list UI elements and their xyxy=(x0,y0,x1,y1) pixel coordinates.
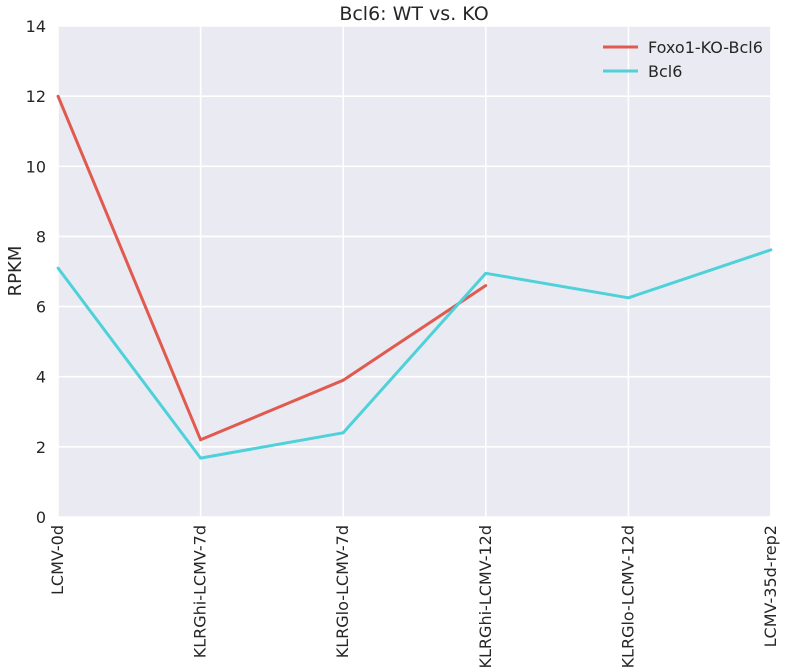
y-tick-label: 2 xyxy=(36,438,46,457)
x-tick-label: KLRGhi-LCMV-12d xyxy=(476,525,495,668)
data-point xyxy=(199,456,203,460)
data-point xyxy=(484,284,488,287)
data-point xyxy=(484,271,488,275)
x-tick-label: KLRGlo-LCMV-7d xyxy=(333,525,352,658)
y-tick-label: 0 xyxy=(36,508,46,527)
x-tick-label: KLRGlo-LCMV-12d xyxy=(618,525,637,668)
data-point xyxy=(199,438,203,442)
y-tick-label: 12 xyxy=(26,87,46,106)
series-lines xyxy=(56,94,773,460)
data-point xyxy=(341,431,345,435)
y-axis-ticks: 0 2 4 6 8 10 12 14 xyxy=(26,17,46,527)
x-tick-label: LCMV-0d xyxy=(48,525,67,595)
y-tick-label: 14 xyxy=(26,17,46,36)
series-line-0 xyxy=(56,95,487,442)
series-line-1 xyxy=(56,248,772,460)
y-axis-label: RPKM xyxy=(5,246,26,297)
legend: Foxo1-KO-Bcl6 Bcl6 xyxy=(603,38,763,81)
data-point xyxy=(56,266,60,270)
y-tick-label: 10 xyxy=(26,157,46,176)
chart-title: Bcl6: WT vs. KO xyxy=(339,3,488,25)
data-point xyxy=(56,94,60,98)
data-point xyxy=(769,248,773,252)
legend-label: Bcl6 xyxy=(648,62,682,81)
x-axis-ticks: LCMV-0d KLRGhi-LCMV-7d KLRGlo-LCMV-7d KLRGh… xyxy=(48,525,780,668)
x-tick-label: KLRGhi-LCMV-7d xyxy=(191,525,210,658)
data-point xyxy=(627,296,630,300)
x-tick-label: LCMV-35d-rep2 xyxy=(761,525,780,647)
y-tick-label: 6 xyxy=(36,298,46,317)
plot-area xyxy=(58,26,771,517)
legend-label: Foxo1-KO-Bcl6 xyxy=(648,38,763,57)
gridlines xyxy=(57,25,772,518)
data-point xyxy=(341,378,345,382)
y-tick-label: 8 xyxy=(36,227,46,246)
y-tick-label: 4 xyxy=(36,368,46,387)
